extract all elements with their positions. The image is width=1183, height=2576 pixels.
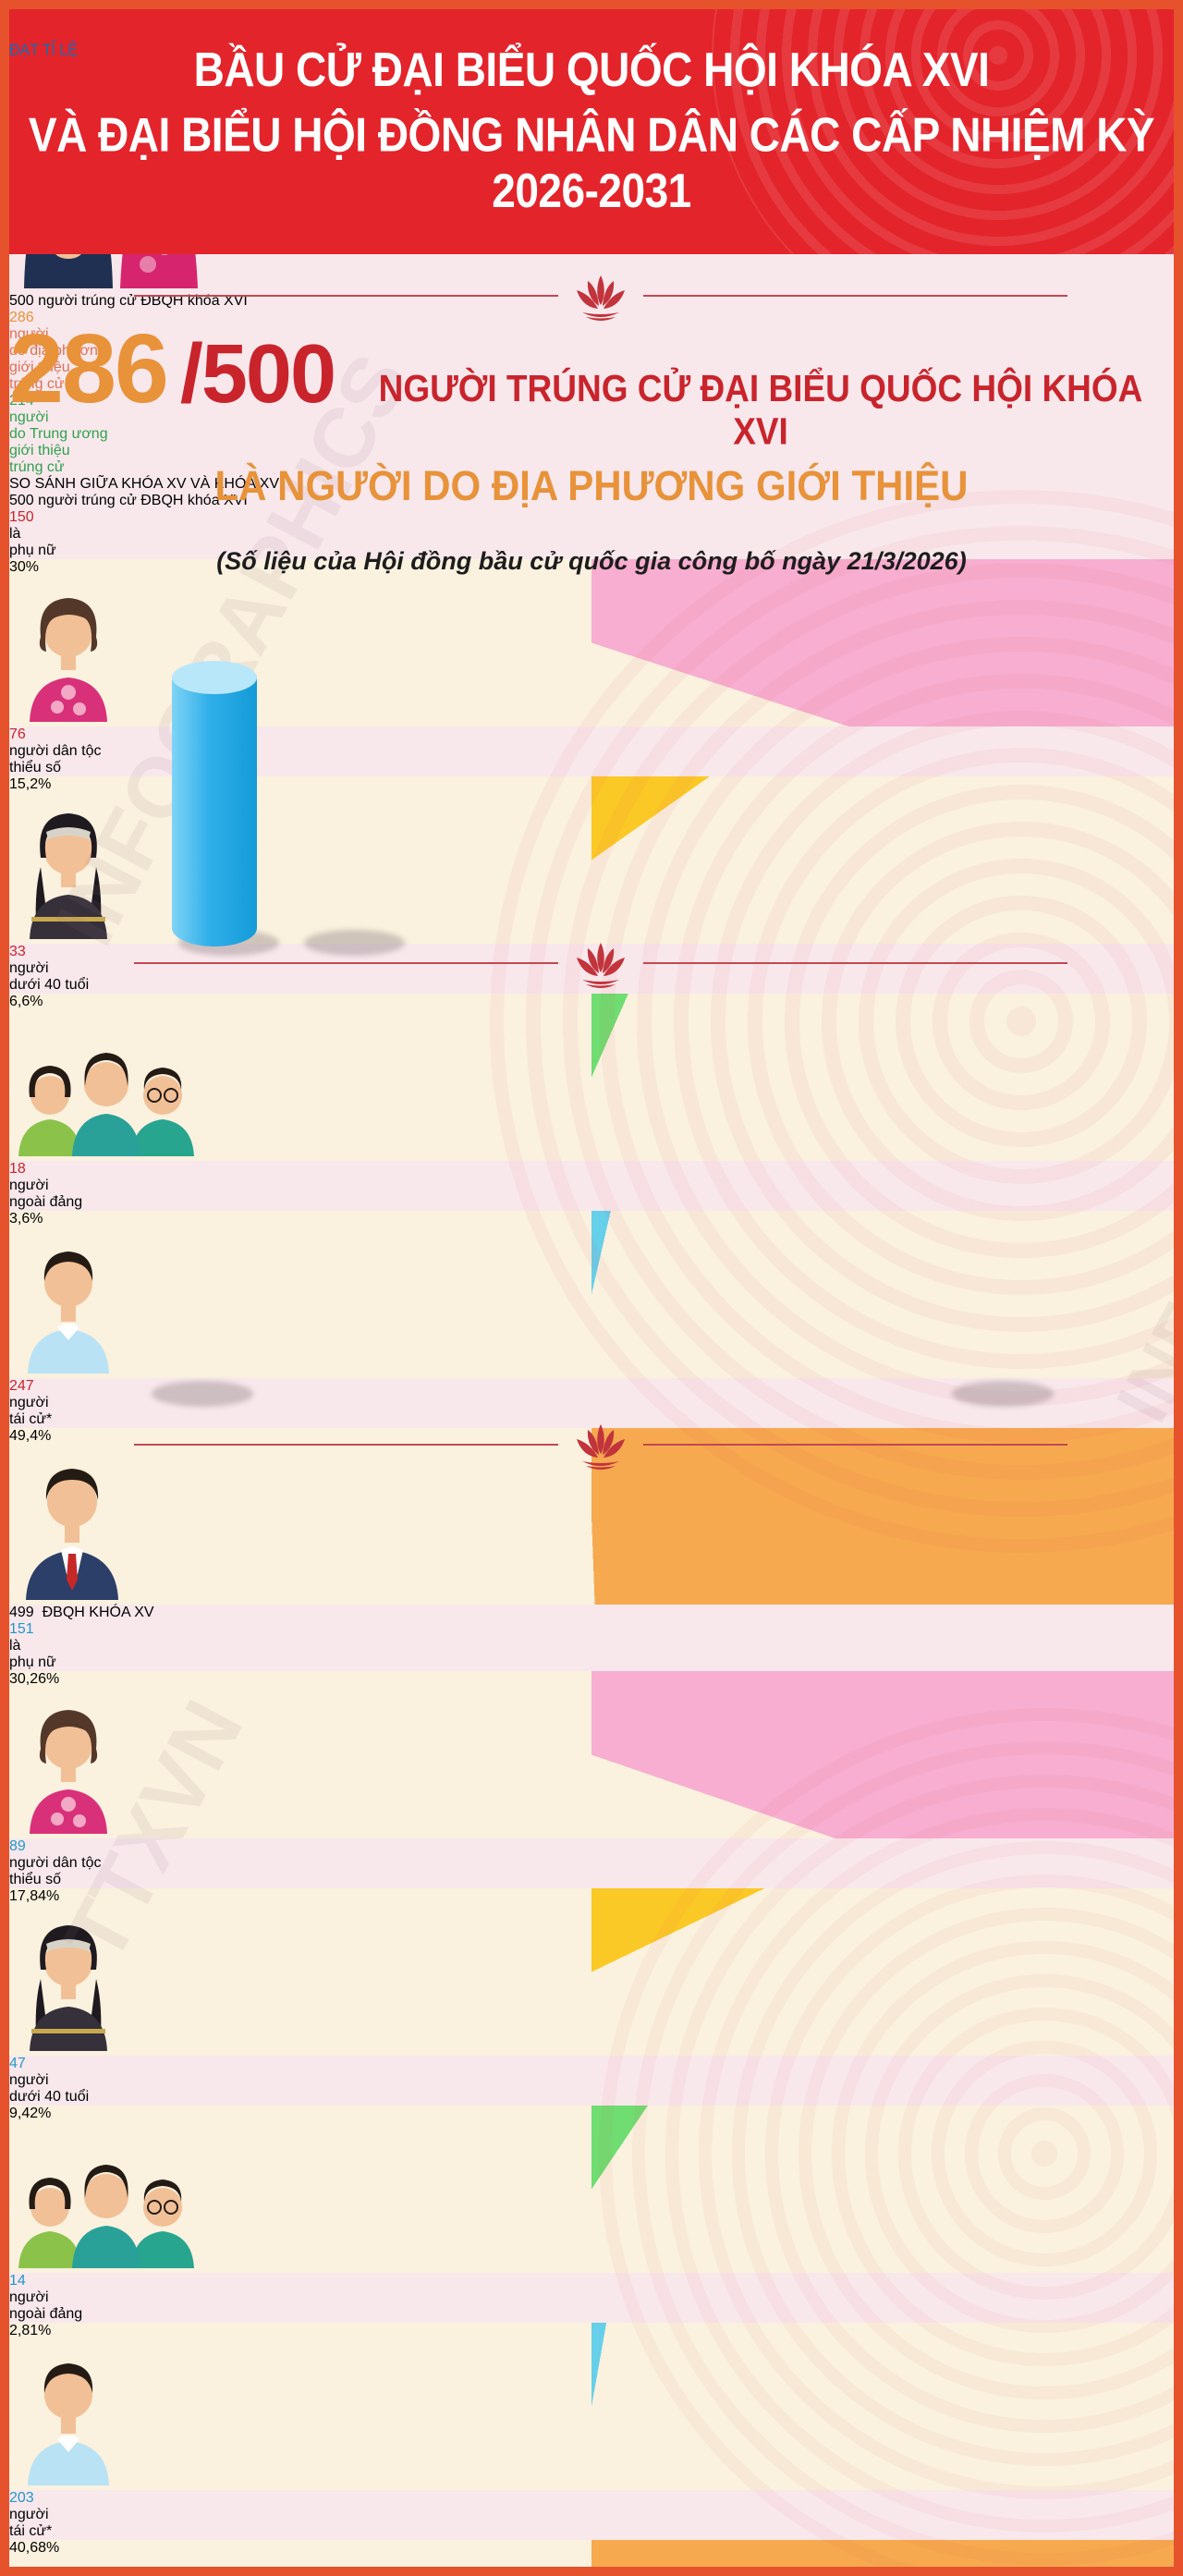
split-right-number: 214 xyxy=(9,393,34,409)
stat-pie-chart: 3,6% xyxy=(9,1211,1174,1378)
stat-column: 47 người dưới 40 tuổi xyxy=(9,2056,1174,2106)
stat-percent: 6,6% xyxy=(9,994,43,1009)
stat-pie-chart: 40,68% xyxy=(9,2540,1174,2567)
stat-pie-chart: 6,6% xyxy=(9,994,1174,1161)
stat-column: 33 người dưới 40 tuổi xyxy=(9,944,1174,994)
stat-percent: 2,81% xyxy=(9,2323,52,2338)
xvi-subtitle-text: người trúng cử ĐBQH khóa XVI xyxy=(38,493,248,508)
section2-text: người trúng cử ĐBQH khóa XVI xyxy=(38,293,248,309)
split-right-label: người do Trung ương giới thiệu trúng cử xyxy=(9,409,108,475)
stat-label: người dân tộc thiểu số xyxy=(9,1855,102,1887)
section2-number: 500 xyxy=(9,293,34,309)
xv-subtitle-text: ĐBQH KHÓA XV xyxy=(42,1605,154,1620)
headline-big-number: 286 xyxy=(9,314,169,423)
stat-column: 89 người dân tộc thiểu số xyxy=(9,1838,1174,1888)
lotus-icon xyxy=(571,1419,630,1471)
bar-local-286 xyxy=(144,991,254,1407)
lotus-icon xyxy=(571,937,630,989)
stat-label: người ngoài đảng xyxy=(9,2289,83,2322)
ratio-label: ĐẠT TỈ LỆ xyxy=(9,42,79,59)
lotus-divider xyxy=(134,935,1067,991)
stat-column: 247 người tái cử* xyxy=(9,1378,1174,1428)
man-suit-illustration xyxy=(9,2557,1174,2567)
stat-pie-chart: 49,4% xyxy=(9,1428,1174,1605)
stat-number: 150 xyxy=(9,509,34,525)
stat-number: 89 xyxy=(9,1838,26,1854)
man-shirt-illustration xyxy=(9,1227,1174,1378)
stat-percent: 3,6% xyxy=(9,1211,43,1227)
comparison-heading: SO SÁNH GIỮA KHÓA XV VÀ KHÓA XVI xyxy=(9,476,284,492)
header-banner: BẦU CỬ ĐẠI BIỂU QUỐC HỘI KHÓA XVI VÀ ĐẠI… xyxy=(9,9,1174,254)
stat-percent: 17,84% xyxy=(9,1888,60,1904)
stat-label: người dân tộc thiểu số xyxy=(9,743,102,775)
source-note: (Số liệu của Hội đồng bầu cử quốc gia cô… xyxy=(216,547,967,575)
xv-subtitle-number: 499 xyxy=(9,1605,34,1620)
bar-central-214 xyxy=(945,1144,1055,1407)
drum-rings-decoration xyxy=(712,9,1174,254)
stat-pie-chart: 2,81% xyxy=(9,2323,1174,2490)
stat-number: 247 xyxy=(9,1378,34,1394)
stat-number: 33 xyxy=(9,944,26,959)
stat-percent: 49,4% xyxy=(9,1428,52,1444)
xvi-subtitle-number: 500 xyxy=(9,493,34,508)
young-people-illustration xyxy=(9,2122,1174,2273)
page-title-line2: VÀ ĐẠI BIỂU HỘI ĐỒNG NHÂN DÂN CÁC CẤP NH… xyxy=(28,107,1155,218)
woman-aodai-illustration xyxy=(9,1688,1174,1838)
headline-line2-text: LÀ NGƯỜI DO ĐỊA PHƯƠNG GIỚI THIỆU xyxy=(214,462,969,509)
stat-percent: 30,26% xyxy=(9,1671,60,1687)
split-left-block: 286 người do địa phương giới thiệu trúng cử xyxy=(9,310,1174,393)
stat-label: người ngoài đảng xyxy=(9,1178,83,1210)
ethnic-minority-woman-illustration xyxy=(9,793,1174,944)
ethnic-minority-woman-illustration xyxy=(9,1905,1174,2056)
stat-column: 18 người ngoài đảng xyxy=(9,1161,1174,1211)
stat-column: 76 người dân tộc thiểu số xyxy=(9,726,1174,776)
stat-percent: 40,68% xyxy=(9,2540,60,2556)
xv-subtitle: 499 ĐBQH KHÓA XV xyxy=(9,1605,1174,1621)
stats-row-xv: 151 là phụ nữ 30,26% 89 người dân tộc thiểu số… xyxy=(9,1621,1174,2567)
stat-pie-chart: 9,42% xyxy=(9,2106,1174,2273)
stat-label: là phụ nữ xyxy=(9,526,56,558)
stat-column: 203 người tái cử* xyxy=(9,2490,1174,2540)
stats-row-xvi: 150 là phụ nữ 30% 76 người dân tộc thiểu số 15,… xyxy=(9,509,1174,1605)
lotus-divider xyxy=(134,268,1067,324)
page-title-line1: BẦU CỬ ĐẠI BIỂU QUỐC HỘI KHÓA XVI xyxy=(193,42,990,97)
lotus-icon xyxy=(571,270,630,322)
bar-candidates-863 xyxy=(172,661,279,956)
stat-pie-chart: 17,84% xyxy=(9,1888,1174,2056)
stat-column: 150 là phụ nữ xyxy=(9,509,1174,559)
xvi-subtitle: 500 người trúng cử ĐBQH khóa XVI xyxy=(9,493,1174,509)
man-suit-illustration xyxy=(9,1445,1174,1605)
stat-number: 151 xyxy=(9,1621,34,1637)
headline-block: 286 /500 NGƯỜI TRÚNG CỬ ĐẠI BIỂU QUỐC HỘ… xyxy=(9,320,1174,576)
woman-aodai-illustration xyxy=(9,576,1174,726)
stat-label: là phụ nữ xyxy=(9,1638,56,1670)
stat-number: 18 xyxy=(9,1161,26,1177)
stat-pie-chart: 30,26% xyxy=(9,1671,1174,1838)
headline-slash-number: /500 xyxy=(179,328,336,421)
stat-number: 203 xyxy=(9,2490,34,2506)
stat-percent: 15,2% xyxy=(9,776,52,792)
stat-label: người tái cử* xyxy=(9,1395,53,1427)
stat-column: 14 người ngoài đảng xyxy=(9,2273,1174,2323)
section2-title: 500 người trúng cử ĐBQH khóa XVI xyxy=(9,293,1174,310)
stat-number: 14 xyxy=(9,2273,26,2289)
stat-label: người dưới 40 tuổi xyxy=(9,2072,90,2105)
stat-number: 76 xyxy=(9,726,26,742)
lotus-divider xyxy=(134,1417,1067,1472)
bar-elected-500 xyxy=(298,767,405,956)
stat-number: 47 xyxy=(9,2056,26,2071)
stat-percent: 30% xyxy=(9,559,40,575)
man-shirt-illustration xyxy=(9,2339,1174,2490)
stat-column: 151 là phụ nữ xyxy=(9,1621,1174,1671)
split-left-label: người do địa phương giới thiệu trúng cử xyxy=(9,326,106,392)
split-right-block: 214 người do Trung ương giới thiệu trúng cử xyxy=(9,393,1174,476)
stat-label: người dưới 40 tuổi xyxy=(9,960,90,993)
young-people-illustration xyxy=(9,1010,1174,1161)
headline-line1-text: NGƯỜI TRÚNG CỬ ĐẠI BIỂU QUỐC HỘI KHÓA XV… xyxy=(378,367,1143,453)
split-left-number: 286 xyxy=(9,310,34,325)
stat-label: người tái cử* xyxy=(9,2507,53,2539)
stat-percent: 9,42% xyxy=(9,2106,52,2121)
